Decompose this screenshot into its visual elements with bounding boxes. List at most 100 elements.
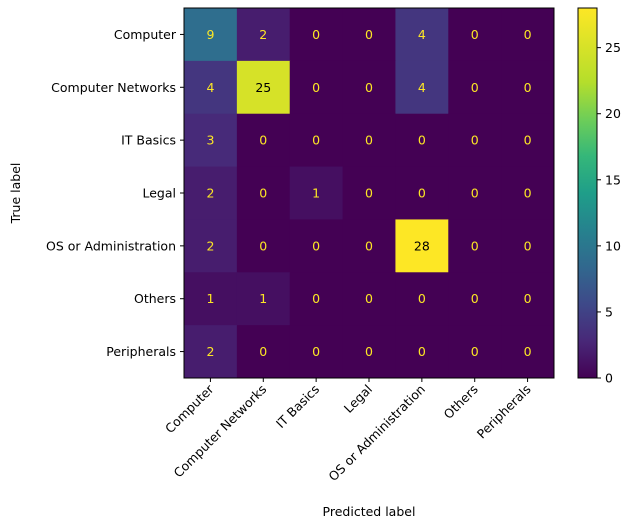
cell-value-label: 0	[524, 238, 532, 253]
x-tick-label: Legal	[341, 382, 375, 416]
cell-value-label: 0	[524, 27, 532, 42]
x-tick-label: Peripherals	[474, 382, 534, 442]
y-tick-label: OS or Administration	[46, 238, 176, 253]
heatmap-cell	[395, 219, 449, 273]
cell-value-label: 0	[365, 80, 373, 95]
y-tick-label: Computer	[114, 27, 177, 42]
cell-value-label: 9	[206, 27, 214, 42]
cell-value-label: 4	[206, 80, 214, 95]
x-tick-label: OS or Administration	[325, 382, 428, 485]
cell-value-label: 2	[206, 238, 214, 253]
colorbar-tick-label: 10	[605, 238, 621, 253]
heatmap-cell	[395, 8, 449, 62]
y-axis-ticks: Computer Computer Networks IT Basics Legal O…	[46, 27, 184, 359]
heatmap-cell	[236, 325, 291, 379]
cell-value-label: 2	[259, 27, 267, 42]
cell-value-label: 0	[418, 291, 426, 306]
colorbar: 0 5 10 15 20 25	[577, 7, 621, 386]
heatmap-cell	[448, 113, 502, 168]
cell-value-label: 0	[312, 238, 320, 253]
cell-value-label: 0	[312, 344, 320, 359]
cell-value-label: 0	[365, 27, 373, 42]
cell-value-label: 4	[418, 27, 426, 42]
heatmap-cell	[448, 8, 502, 62]
heatmap-cell	[236, 113, 291, 168]
colorbar-tick-label: 0	[605, 371, 613, 386]
cell-value-label: 0	[471, 27, 479, 42]
heatmap-cell	[289, 219, 344, 273]
heatmap-cell	[236, 8, 291, 62]
heatmap-cell	[395, 60, 449, 115]
heatmap-cell	[448, 272, 502, 326]
heatmap-cell	[184, 113, 238, 168]
cell-value-label: 0	[524, 133, 532, 148]
cell-value-label: 0	[471, 291, 479, 306]
cell-value-label: 0	[365, 186, 373, 201]
heatmap-cell	[184, 325, 238, 379]
heatmap-cell	[395, 272, 449, 326]
heatmap-cell	[184, 272, 238, 326]
cell-value-label: 2	[206, 344, 214, 359]
heatmap-cell	[289, 272, 344, 326]
heatmap-cell	[448, 325, 502, 379]
cell-value-label: 0	[471, 80, 479, 95]
y-tick-label: Computer Networks	[51, 80, 176, 95]
heatmap-cell-labels: 9 2 0 0 4 0 0 4 25 0 0 4 0 0 3 0 0 0 0 0 0 2 0 1 0 0 0 0 2 0 0 0 28 0 0 1 1 0…	[206, 27, 531, 359]
heatmap-cell	[448, 219, 502, 273]
cell-value-label: 0	[524, 80, 532, 95]
cell-value-label: 0	[365, 344, 373, 359]
heatmap-cell	[501, 166, 555, 220]
colorbar-tick-label: 5	[605, 304, 613, 319]
cell-value-label: 0	[471, 344, 479, 359]
cell-value-label: 0	[259, 186, 267, 201]
cell-value-label: 2	[206, 186, 214, 201]
heatmap-cell	[289, 325, 344, 379]
heatmap-cell	[501, 325, 555, 379]
heatmap-cell	[395, 325, 449, 379]
cell-value-label: 0	[259, 133, 267, 148]
heatmap-cell	[184, 219, 238, 273]
heatmap-cell	[342, 8, 396, 62]
cell-value-label: 0	[418, 344, 426, 359]
heatmap-cell	[342, 325, 396, 379]
heatmap-cell	[501, 8, 555, 62]
cell-value-label: 3	[206, 133, 214, 148]
cell-value-label: 1	[206, 291, 214, 306]
heatmap-cell	[289, 60, 344, 115]
cell-value-label: 0	[524, 344, 532, 359]
y-tick-label: Legal	[142, 186, 176, 201]
heatmap-cell	[236, 219, 291, 273]
heatmap-cell	[395, 166, 449, 220]
x-axis-title: Predicted label	[323, 504, 416, 519]
heatmap-cell	[501, 113, 555, 168]
x-tick-label: Computer Networks	[171, 382, 270, 481]
heatmap-cell	[448, 60, 502, 115]
heatmap-cell	[501, 272, 555, 326]
heatmap-cell	[184, 60, 238, 115]
heatmap-cells	[184, 8, 555, 379]
cell-value-label: 0	[365, 133, 373, 148]
heatmap-cell	[236, 166, 291, 220]
cell-value-label: 0	[312, 291, 320, 306]
cell-value-label: 0	[524, 291, 532, 306]
heatmap-cell	[289, 166, 344, 220]
cell-value-label: 0	[312, 80, 320, 95]
heatmap-cell	[501, 219, 555, 273]
cell-value-label: 1	[259, 291, 267, 306]
heatmap-cell	[342, 166, 396, 220]
heatmap-cell	[395, 113, 449, 168]
heatmap-cell	[342, 113, 396, 168]
colorbar-tick-label: 20	[605, 106, 621, 121]
cell-value-label: 0	[365, 291, 373, 306]
cell-value-label: 0	[418, 186, 426, 201]
heatmap-cell	[448, 166, 502, 220]
x-tick-label: Computer	[162, 381, 217, 436]
cell-value-label: 25	[255, 80, 271, 95]
cell-value-label: 0	[312, 27, 320, 42]
cell-value-label: 0	[418, 133, 426, 148]
heatmap-cell	[184, 166, 238, 220]
heatmap-cell	[236, 60, 291, 115]
cell-value-label: 0	[524, 186, 532, 201]
